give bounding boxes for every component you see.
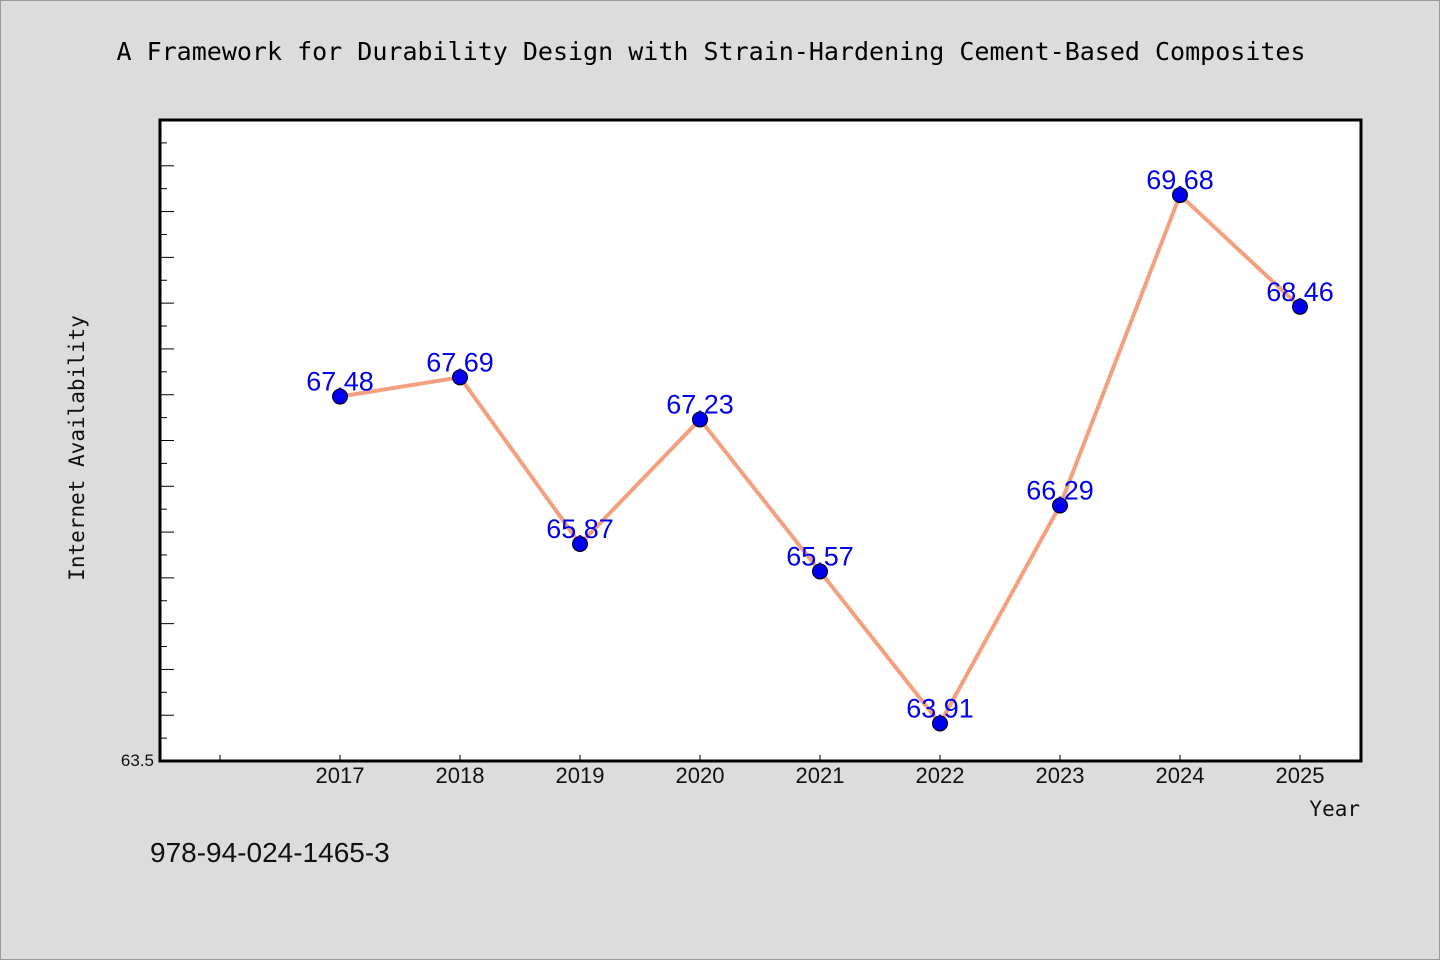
data-point [692,411,708,428]
data-labels: 67.48 67.69 65.87 67.23 65.57 63.91 66.29 69.68… [306,165,1334,723]
data-point [452,369,468,386]
data-label: 67.23 [666,389,734,419]
x-tick-label: 2018 [436,763,485,788]
y-axis-label: Internet Availability [65,315,89,581]
isbn-text: 978-94-024-1465-3 [150,837,390,868]
x-axis-ticks: 2017 2018 2019 2020 2021 2022 2023 2024 2025 [219,755,1325,788]
data-point [1052,497,1068,514]
data-label: 67.69 [426,347,494,377]
data-label: 65.57 [786,541,854,571]
data-point [1292,298,1308,315]
data-label: 65.87 [546,514,614,544]
x-tick-label: 2025 [1276,763,1325,788]
data-point [332,388,348,405]
plot-area [158,118,1363,763]
data-markers [332,187,1308,732]
x-tick-label: 2024 [1156,763,1205,788]
data-point [572,535,588,552]
data-label: 68.46 [1266,277,1334,307]
data-label: 67.48 [306,367,374,397]
x-tick-label: 2019 [556,763,605,788]
x-tick-label: 2021 [796,763,845,788]
data-point [932,715,948,732]
data-point [1172,187,1188,204]
data-label: 66.29 [1026,476,1094,506]
x-tick-label: 2023 [1036,763,1085,788]
x-tick-label: 2017 [316,763,365,788]
x-tick-label: 2020 [676,763,725,788]
x-tick-label: 2022 [916,763,965,788]
chart-title: A Framework for Durability Design with S… [116,37,1305,66]
data-label: 63.91 [906,693,974,723]
data-point [812,563,828,580]
x-axis-label: Year [1309,797,1360,821]
y-tick-label-min: 63.5 [121,751,154,770]
data-label: 69.68 [1146,165,1214,195]
y-axis-ticks [160,119,174,762]
